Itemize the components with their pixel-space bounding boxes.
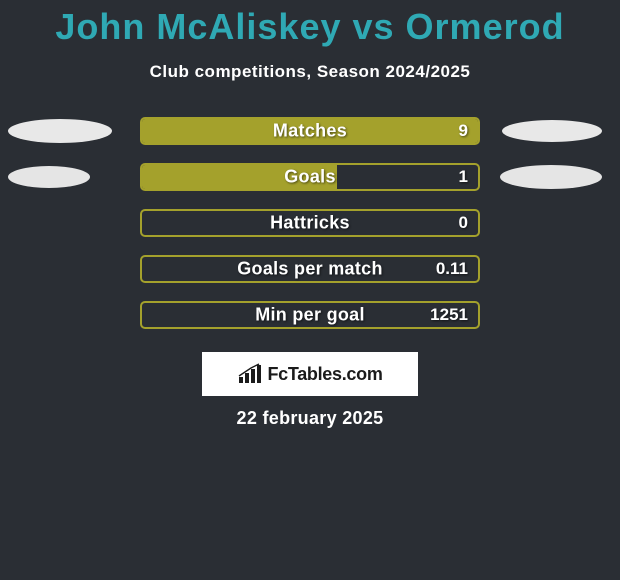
stat-row: Goals1: [0, 154, 620, 200]
page-title: John McAliskey vs Ormerod: [0, 0, 620, 48]
comparison-chart: Matches9Goals1Hattricks0Goals per match0…: [0, 108, 620, 338]
bar-track: [140, 255, 480, 283]
branding-text: FcTables.com: [267, 364, 382, 385]
bars-logo-icon: [237, 363, 263, 385]
left-marker-ellipse: [8, 119, 112, 143]
snapshot-date: 22 february 2025: [0, 408, 620, 429]
comparison-card: John McAliskey vs Ormerod Club competiti…: [0, 0, 620, 580]
branding-badge: FcTables.com: [202, 352, 418, 396]
left-marker-ellipse: [8, 166, 90, 188]
right-marker-ellipse: [500, 165, 602, 189]
stat-row: Min per goal1251: [0, 292, 620, 338]
stat-row: Hattricks0: [0, 200, 620, 246]
stat-row: Goals per match0.11: [0, 246, 620, 292]
page-subtitle: Club competitions, Season 2024/2025: [0, 62, 620, 82]
bar-track: [140, 209, 480, 237]
stat-row: Matches9: [0, 108, 620, 154]
bar-track: [140, 117, 480, 145]
bar-fill: [142, 119, 478, 143]
bar-track: [140, 163, 480, 191]
bar-track: [140, 301, 480, 329]
right-marker-ellipse: [502, 120, 602, 142]
bar-fill: [142, 165, 337, 189]
